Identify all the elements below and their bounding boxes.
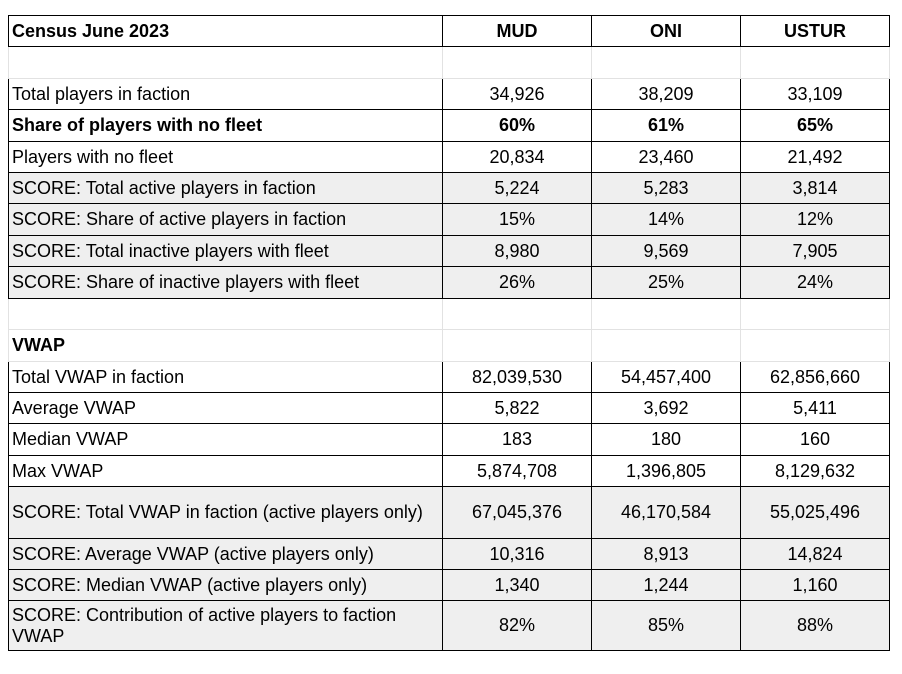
value-cell-ustur[interactable]: 21,492 bbox=[740, 141, 890, 173]
value-cell-mud[interactable]: 5,822 bbox=[442, 392, 592, 424]
value-cell-oni[interactable]: 25% bbox=[591, 266, 741, 299]
row-label[interactable]: Max VWAP bbox=[8, 455, 443, 487]
value-cell-mud[interactable]: 34,926 bbox=[442, 78, 592, 110]
row-label[interactable]: SCORE: Contribution of active players to… bbox=[8, 600, 443, 651]
table-row: Total VWAP in faction 82,039,530 54,457,… bbox=[8, 361, 890, 393]
row-label[interactable]: SCORE: Share of active players in factio… bbox=[8, 203, 443, 236]
value-cell-mud[interactable]: 26% bbox=[442, 266, 592, 299]
value-cell-mud[interactable]: 5,874,708 bbox=[442, 455, 592, 487]
spacer-row bbox=[8, 298, 890, 330]
value-cell-mud[interactable]: 82% bbox=[442, 600, 592, 651]
table-row: Players with no fleet 20,834 23,460 21,4… bbox=[8, 141, 890, 173]
row-label[interactable]: SCORE: Average VWAP (active players only… bbox=[8, 538, 443, 570]
value-cell-ustur[interactable]: 55,025,496 bbox=[740, 486, 890, 539]
value-cell-mud[interactable]: 15% bbox=[442, 203, 592, 236]
value-cell-oni[interactable]: 180 bbox=[591, 423, 741, 456]
value-cell-ustur[interactable]: 65% bbox=[740, 109, 890, 142]
row-label[interactable]: SCORE: Total active players in faction bbox=[8, 172, 443, 204]
value-cell-mud[interactable]: 5,224 bbox=[442, 172, 592, 204]
value-cell-ustur[interactable]: 3,814 bbox=[740, 172, 890, 204]
table-row: SCORE: Total VWAP in faction (active pla… bbox=[8, 486, 890, 539]
table-row: Total players in faction 34,926 38,209 3… bbox=[8, 78, 890, 110]
table-row: SCORE: Share of active players in factio… bbox=[8, 203, 890, 236]
section-title[interactable]: VWAP bbox=[8, 329, 443, 362]
value-cell-mud[interactable]: 10,316 bbox=[442, 538, 592, 570]
row-label[interactable]: SCORE: Total inactive players with fleet bbox=[8, 235, 443, 267]
table-row: SCORE: Contribution of active players to… bbox=[8, 600, 890, 651]
empty-cell[interactable] bbox=[740, 329, 890, 362]
empty-cell[interactable] bbox=[442, 329, 592, 362]
section-title-row: VWAP bbox=[8, 329, 890, 362]
value-cell-oni[interactable]: 54,457,400 bbox=[591, 361, 741, 393]
value-cell-oni[interactable]: 5,283 bbox=[591, 172, 741, 204]
value-cell-ustur[interactable]: 62,856,660 bbox=[740, 361, 890, 393]
empty-cell[interactable] bbox=[740, 46, 890, 79]
spacer-row bbox=[8, 46, 890, 79]
value-cell-ustur[interactable]: 88% bbox=[740, 600, 890, 651]
row-label[interactable]: Median VWAP bbox=[8, 423, 443, 456]
value-cell-oni[interactable]: 1,244 bbox=[591, 569, 741, 601]
table-row: SCORE: Total active players in faction 5… bbox=[8, 172, 890, 204]
value-cell-oni[interactable]: 38,209 bbox=[591, 78, 741, 110]
column-header-ustur[interactable]: USTUR bbox=[740, 15, 890, 47]
row-label[interactable]: Total VWAP in faction bbox=[8, 361, 443, 393]
empty-cell[interactable] bbox=[591, 46, 741, 79]
empty-cell[interactable] bbox=[740, 298, 890, 330]
value-cell-mud[interactable]: 183 bbox=[442, 423, 592, 456]
value-cell-ustur[interactable]: 14,824 bbox=[740, 538, 890, 570]
value-cell-oni[interactable]: 14% bbox=[591, 203, 741, 236]
empty-cell[interactable] bbox=[8, 46, 443, 79]
row-label[interactable]: SCORE: Median VWAP (active players only) bbox=[8, 569, 443, 601]
census-spreadsheet: Census June 2023 MUD ONI USTUR Total pla… bbox=[8, 15, 890, 651]
empty-cell[interactable] bbox=[442, 46, 592, 79]
table-row: SCORE: Average VWAP (active players only… bbox=[8, 538, 890, 570]
value-cell-mud[interactable]: 67,045,376 bbox=[442, 486, 592, 539]
value-cell-ustur[interactable]: 12% bbox=[740, 203, 890, 236]
empty-cell[interactable] bbox=[591, 329, 741, 362]
header-row: Census June 2023 MUD ONI USTUR bbox=[8, 15, 890, 47]
table-title[interactable]: Census June 2023 bbox=[8, 15, 443, 47]
value-cell-mud[interactable]: 60% bbox=[442, 109, 592, 142]
value-cell-ustur[interactable]: 1,160 bbox=[740, 569, 890, 601]
row-label[interactable]: Total players in faction bbox=[8, 78, 443, 110]
value-cell-oni[interactable]: 9,569 bbox=[591, 235, 741, 267]
value-cell-oni[interactable]: 23,460 bbox=[591, 141, 741, 173]
value-cell-ustur[interactable]: 160 bbox=[740, 423, 890, 456]
table-row: Max VWAP 5,874,708 1,396,805 8,129,632 bbox=[8, 455, 890, 487]
value-cell-mud[interactable]: 82,039,530 bbox=[442, 361, 592, 393]
value-cell-ustur[interactable]: 8,129,632 bbox=[740, 455, 890, 487]
value-cell-ustur[interactable]: 33,109 bbox=[740, 78, 890, 110]
row-label[interactable]: SCORE: Total VWAP in faction (active pla… bbox=[8, 486, 443, 539]
value-cell-ustur[interactable]: 5,411 bbox=[740, 392, 890, 424]
value-cell-oni[interactable]: 8,913 bbox=[591, 538, 741, 570]
table-row: SCORE: Total inactive players with fleet… bbox=[8, 235, 890, 267]
table-row: Share of players with no fleet 60% 61% 6… bbox=[8, 109, 890, 142]
empty-cell[interactable] bbox=[8, 298, 443, 330]
census-table: Census June 2023 MUD ONI USTUR Total pla… bbox=[8, 15, 890, 651]
table-row: Median VWAP 183 180 160 bbox=[8, 423, 890, 456]
row-label[interactable]: Average VWAP bbox=[8, 392, 443, 424]
table-row: SCORE: Median VWAP (active players only)… bbox=[8, 569, 890, 601]
row-label[interactable]: Share of players with no fleet bbox=[8, 109, 443, 142]
table-row: SCORE: Share of inactive players with fl… bbox=[8, 266, 890, 299]
column-header-mud[interactable]: MUD bbox=[442, 15, 592, 47]
value-cell-oni[interactable]: 46,170,584 bbox=[591, 486, 741, 539]
empty-cell[interactable] bbox=[442, 298, 592, 330]
value-cell-oni[interactable]: 61% bbox=[591, 109, 741, 142]
value-cell-oni[interactable]: 3,692 bbox=[591, 392, 741, 424]
value-cell-mud[interactable]: 20,834 bbox=[442, 141, 592, 173]
value-cell-oni[interactable]: 1,396,805 bbox=[591, 455, 741, 487]
table-row: Average VWAP 5,822 3,692 5,411 bbox=[8, 392, 890, 424]
row-label[interactable]: SCORE: Share of inactive players with fl… bbox=[8, 266, 443, 299]
column-header-oni[interactable]: ONI bbox=[591, 15, 741, 47]
row-label[interactable]: Players with no fleet bbox=[8, 141, 443, 173]
value-cell-mud[interactable]: 1,340 bbox=[442, 569, 592, 601]
value-cell-mud[interactable]: 8,980 bbox=[442, 235, 592, 267]
value-cell-ustur[interactable]: 24% bbox=[740, 266, 890, 299]
empty-cell[interactable] bbox=[591, 298, 741, 330]
value-cell-ustur[interactable]: 7,905 bbox=[740, 235, 890, 267]
value-cell-oni[interactable]: 85% bbox=[591, 600, 741, 651]
